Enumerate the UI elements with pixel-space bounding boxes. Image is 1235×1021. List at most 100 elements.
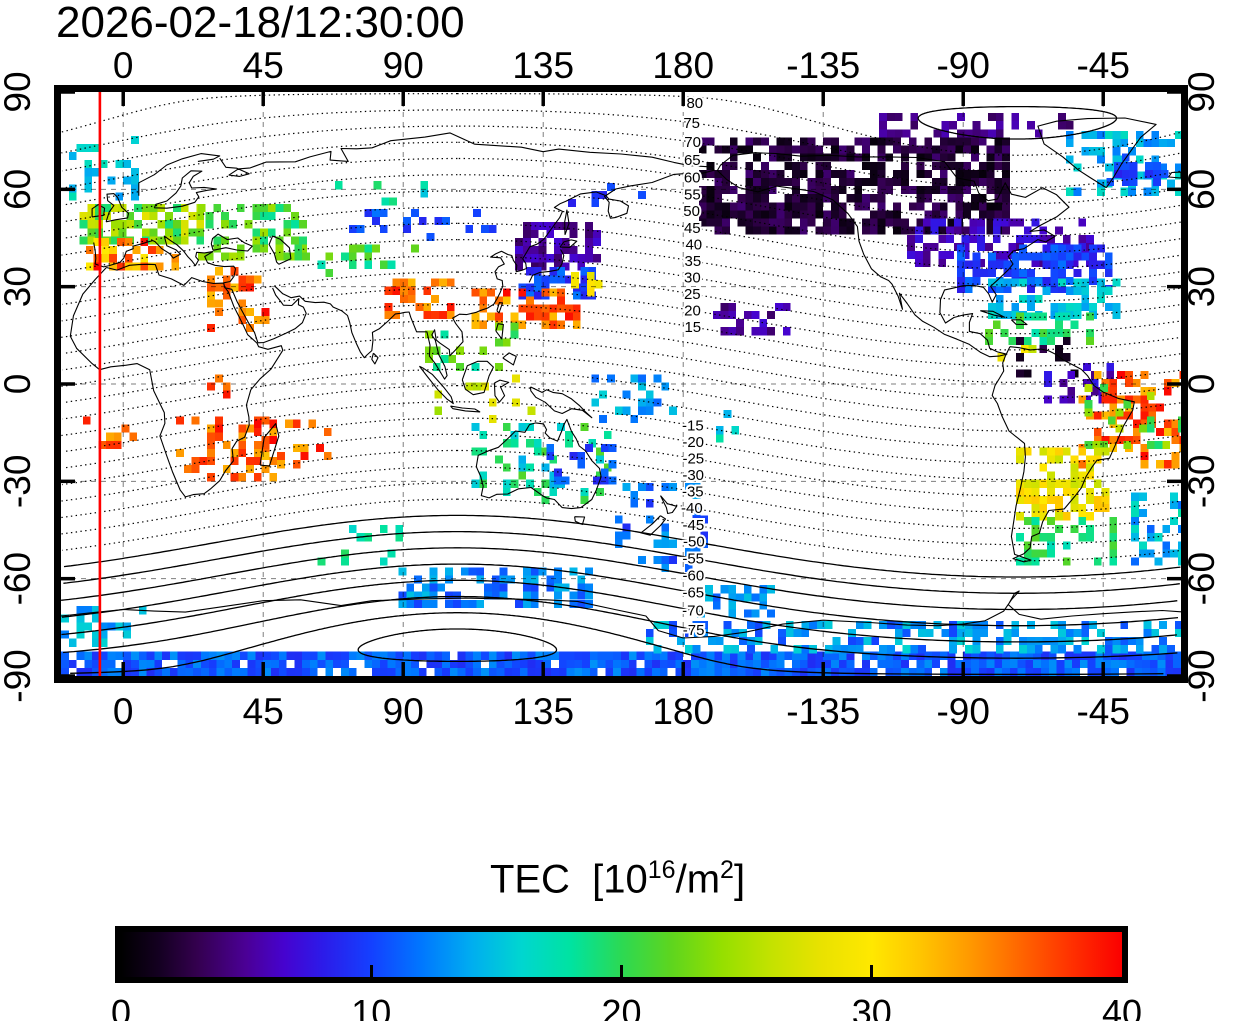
tec-cell (1128, 147, 1136, 156)
tec-cell (1041, 651, 1049, 660)
tec-cell (523, 575, 531, 584)
colorbar-title-prefix: TEC [10 (489, 857, 648, 902)
tec-cell (557, 320, 565, 329)
tec-cell (392, 311, 401, 320)
tec-cell (1149, 651, 1158, 660)
tec-cell (1000, 251, 1009, 260)
tec-cell (215, 374, 223, 383)
tec-cell (577, 262, 586, 271)
geomagnetic-latitude-contour (70, 612, 1164, 676)
tec-cell (869, 651, 878, 660)
tec-cell (541, 288, 550, 297)
tec-cell (1078, 218, 1087, 227)
tec-cell (429, 567, 438, 576)
x-axis-tick-label-top: 0 (113, 45, 134, 86)
tec-cell (1065, 155, 1074, 164)
tec-cell (1174, 620, 1181, 629)
tec-cell (1039, 328, 1048, 337)
tec-cell (221, 220, 229, 229)
tec-cell (115, 622, 124, 631)
tec-cell (877, 226, 886, 235)
tec-cell (1055, 455, 1063, 464)
tec-cell (98, 440, 107, 449)
tec-cell (759, 319, 768, 328)
tec-cell (877, 153, 886, 162)
tec-cell (977, 242, 985, 252)
tec-cell (751, 327, 760, 336)
tec-cell (916, 145, 925, 154)
tec-cell (901, 178, 909, 187)
tec-cell (434, 667, 443, 676)
tec-cell (530, 567, 539, 576)
tec-cell (1154, 533, 1163, 542)
tec-cell (1123, 440, 1132, 449)
tec-cell (1095, 659, 1104, 668)
tec-cell (476, 567, 485, 576)
tec-cell (1109, 403, 1118, 412)
tec-cell (196, 220, 205, 229)
tec-cell (238, 432, 247, 441)
tec-cell (487, 312, 495, 321)
tec-cell (138, 667, 147, 676)
tec-cell (1050, 311, 1059, 320)
tec-cell (1002, 194, 1010, 203)
tec-cell (481, 651, 489, 660)
tec-cell (541, 312, 550, 321)
tec-cell (1011, 252, 1020, 261)
tec-cell (171, 254, 180, 263)
tec-cell (1129, 161, 1138, 170)
tec-cell (1044, 379, 1052, 388)
tec-cell (1146, 525, 1155, 534)
tec-cell (1070, 525, 1079, 534)
tec-cell (1140, 371, 1149, 380)
tec-cell (893, 145, 901, 154)
tec-cell (807, 137, 816, 146)
tec-cell (504, 659, 513, 668)
tec-cell (653, 645, 662, 654)
coastline (138, 153, 221, 196)
tec-cell (379, 208, 388, 217)
tec-cell (778, 629, 786, 638)
tec-cell (994, 659, 1003, 668)
tec-cell (1100, 384, 1108, 393)
tec-cell (1128, 637, 1136, 646)
tec-cell (778, 637, 786, 646)
tec-cell (953, 226, 962, 235)
tec-cell (877, 194, 886, 203)
tec-cell (1073, 187, 1082, 196)
tec-cell (107, 622, 116, 631)
tec-cell (84, 651, 93, 660)
tec-cell (309, 659, 318, 668)
tec-cell (479, 288, 488, 297)
tec-cell (526, 439, 534, 448)
tec-cell (1112, 302, 1121, 312)
tec-cell (1140, 395, 1149, 404)
tec-cell (523, 221, 531, 230)
y-axis-tick-label-left: -30 (0, 455, 38, 508)
tec-cell (817, 620, 825, 629)
contour-label: 80 (686, 95, 703, 112)
tec-cell (395, 533, 404, 542)
tec-cell (947, 194, 956, 203)
tec-cell (831, 194, 839, 203)
tec-cell (1139, 508, 1147, 518)
tec-cell (947, 659, 956, 668)
tec-cell (400, 294, 408, 303)
tec-cell (260, 244, 268, 253)
tec-cell (963, 145, 971, 154)
tec-cell (1086, 525, 1094, 534)
tec-cell (1097, 294, 1105, 303)
tec-cell (146, 651, 155, 660)
tec-cell (425, 330, 433, 339)
tec-cell (372, 244, 380, 253)
tec-cell (644, 659, 653, 668)
tec-cell (1047, 541, 1055, 550)
tec-cell (232, 659, 240, 668)
tec-cell (103, 203, 111, 213)
tec-cell (177, 659, 186, 668)
tec-cell (232, 651, 240, 660)
tec-cell (1023, 517, 1032, 526)
tec-cell (101, 238, 110, 247)
tec-cell (411, 659, 419, 668)
tec-cell (661, 556, 670, 565)
